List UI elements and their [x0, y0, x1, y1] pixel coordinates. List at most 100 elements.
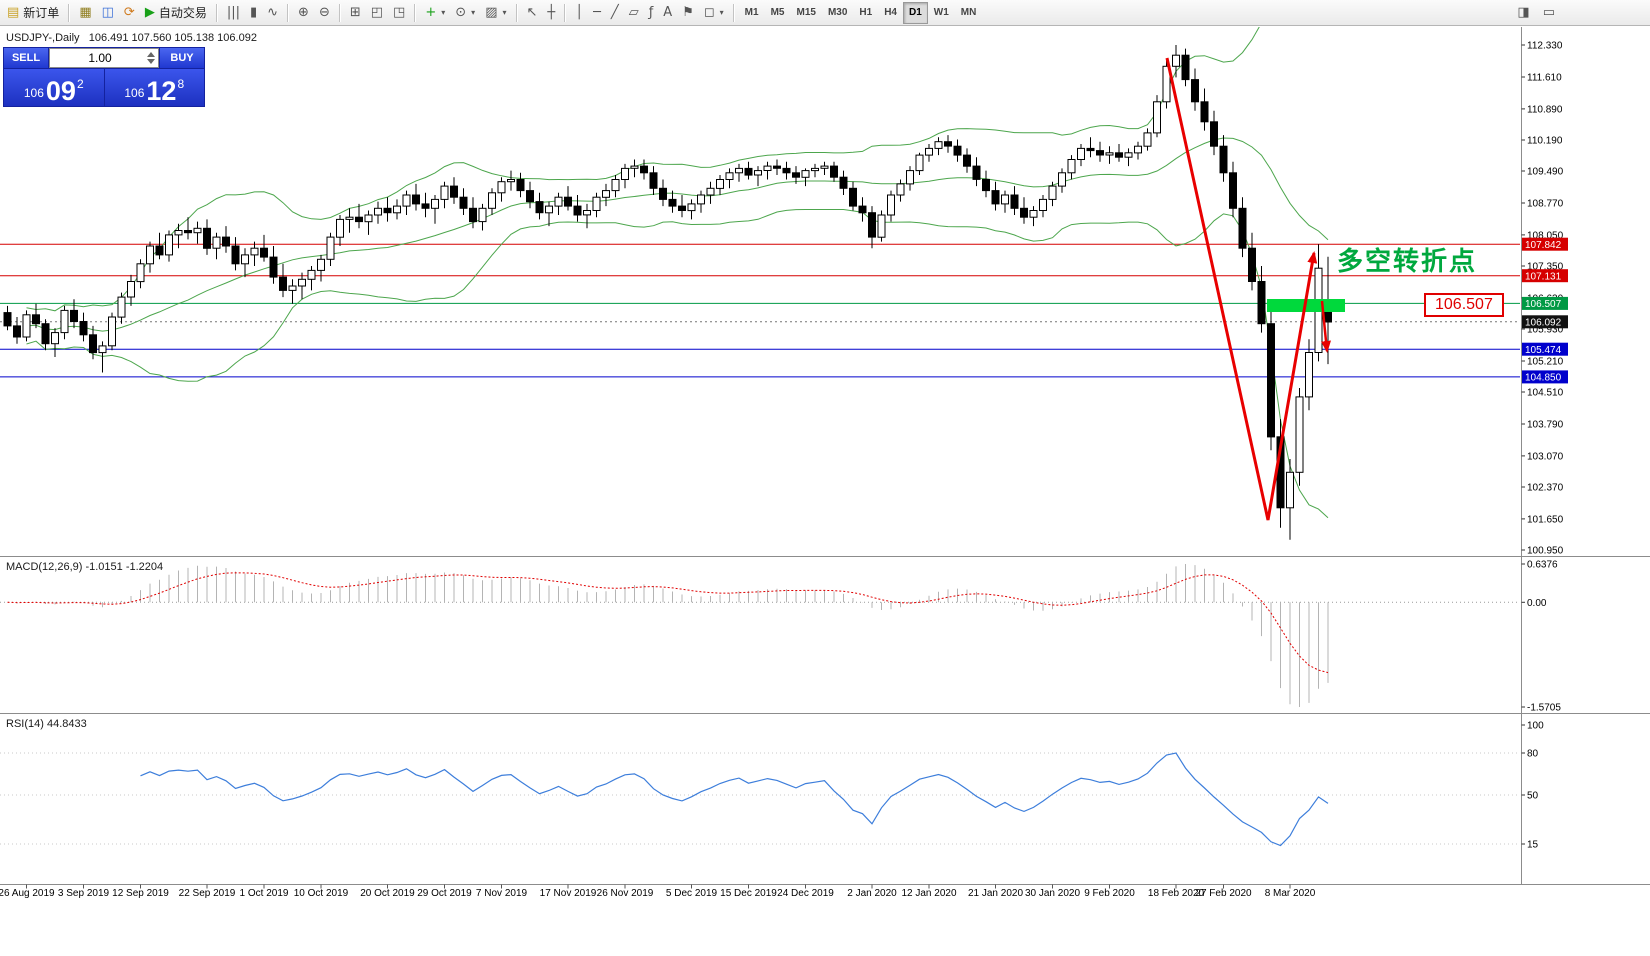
timeframe-m1-button[interactable]: M1	[744, 7, 759, 18]
crosshair-button[interactable]: ┼	[542, 1, 560, 25]
svg-text:103.790: 103.790	[1527, 420, 1564, 431]
svg-text:105.210: 105.210	[1527, 357, 1564, 368]
horizontal-level-lines[interactable]	[0, 243, 1520, 378]
candles-layer	[3, 45, 1332, 540]
zoom-out-button[interactable]: ⊖	[314, 1, 335, 25]
svg-text:110.890: 110.890	[1527, 104, 1563, 115]
toolbar-separator	[515, 3, 518, 22]
text-button[interactable]: A	[658, 1, 677, 25]
timeframe-d1-button[interactable]: D1	[902, 1, 928, 24]
svg-text:7 Nov 2019: 7 Nov 2019	[476, 888, 528, 899]
buy-button[interactable]: BUY	[160, 48, 204, 68]
buy-price-button[interactable]: 106 12 8	[104, 69, 204, 106]
horizontal-line-button[interactable]: ─	[588, 1, 606, 25]
timeframe-w1-button[interactable]: W1	[933, 7, 949, 18]
fibonacci-button[interactable]: ƒ	[644, 1, 659, 25]
price-level-tag: 107.131	[1522, 269, 1568, 283]
toolbar-separator	[414, 3, 417, 22]
toolbar-right: ◨ ▭	[1512, 1, 1648, 25]
zoom-in-button[interactable]: ⊕	[293, 1, 314, 25]
timeframe-mn-button[interactable]: MN	[960, 7, 977, 18]
svg-text:0.6376: 0.6376	[1527, 560, 1558, 571]
timeframe-m15-button[interactable]: M15	[796, 7, 816, 18]
data-refresh-icon: ⟳	[123, 5, 135, 20]
svg-text:3 Sep 2019: 3 Sep 2019	[58, 888, 110, 899]
minimize-panel-icon: ▭	[1542, 5, 1555, 20]
templates-button[interactable]: ▨ ▾	[480, 1, 511, 25]
zoom-in-icon: ⊕	[298, 5, 309, 20]
arrange-windows-icon: ◰	[370, 5, 384, 20]
autotrading-button[interactable]: ▶ 自动交易	[140, 1, 212, 25]
svg-text:111.610: 111.610	[1527, 73, 1562, 84]
sell-button[interactable]: SELL	[4, 48, 48, 68]
price-level-tag: 104.850	[1522, 370, 1568, 384]
svg-text:102.370: 102.370	[1527, 483, 1564, 494]
bar-chart-mode-button[interactable]: |||	[222, 1, 245, 25]
svg-text:103.070: 103.070	[1527, 451, 1564, 462]
svg-text:15 Dec 2019: 15 Dec 2019	[720, 888, 777, 899]
volume-decrease-button[interactable]	[147, 59, 155, 64]
arrows-tool-button[interactable]: ⚑	[677, 1, 699, 25]
timeframe-m5-button[interactable]: M5	[770, 7, 785, 18]
vertical-line-button[interactable]: │	[570, 1, 588, 25]
timeframe-h1-button[interactable]: H1	[859, 7, 873, 18]
svg-text:10 Oct 2019: 10 Oct 2019	[294, 888, 349, 899]
bollinger-bands	[26, 27, 1329, 519]
cascade-windows-button[interactable]: ◳	[388, 1, 410, 25]
timeframe-h4-button[interactable]: H4	[884, 7, 897, 18]
price-level-tag: 107.842	[1522, 237, 1568, 251]
chart-area[interactable]: 112.330 111.610 110.890 110.190 109.490 108.7…	[0, 27, 1650, 951]
sell-price-button[interactable]: 106 09 2	[4, 69, 104, 106]
volume-increase-button[interactable]	[147, 52, 155, 57]
toolbar-separator	[732, 3, 735, 22]
trendline-button[interactable]: ╱	[606, 1, 624, 25]
line-chart-mode-icon: ∿	[267, 5, 279, 20]
svg-text:27 Feb 2020: 27 Feb 2020	[1195, 888, 1252, 899]
buy-price-point: 8	[177, 77, 185, 91]
svg-text:112.330: 112.330	[1527, 41, 1563, 52]
line-chart-mode-button[interactable]: ∿	[262, 1, 283, 25]
timeframe-m30-button[interactable]: M30	[827, 7, 848, 18]
autotrading-label: 自动交易	[158, 6, 207, 20]
indicators-button[interactable]: + ▾	[420, 1, 450, 25]
periods-button[interactable]: ⊙ ▾	[450, 1, 480, 25]
turning-point-annotation: 多空转折点	[1337, 246, 1478, 276]
autotrading-icon: ▶	[144, 5, 155, 20]
svg-text:1 Oct 2019: 1 Oct 2019	[240, 888, 289, 899]
macd-label: MACD(12,26,9) -1.0151 -1.2204	[6, 561, 164, 573]
minimize-panel-button[interactable]: ▭	[1538, 1, 1560, 25]
dock-panel-button[interactable]: ◨	[1512, 1, 1534, 25]
data-refresh-button[interactable]: ⟳	[119, 1, 140, 25]
horizontal-line-icon: ─	[593, 5, 601, 20]
chart-window-button[interactable]: ▦	[74, 1, 96, 25]
price-axis[interactable]: 112.330 111.610 110.890 110.190 109.490 108.7…	[1521, 41, 1569, 557]
cascade-windows-icon: ◳	[393, 5, 406, 20]
cursor-button[interactable]: ↖	[522, 1, 543, 25]
toolbar-separator	[338, 3, 341, 22]
channel-button[interactable]: ▱	[624, 1, 644, 25]
arrange-windows-button[interactable]: ◰	[366, 1, 388, 25]
vertical-line-icon: │	[575, 5, 584, 20]
arrows-tool-icon: ⚑	[682, 5, 694, 20]
time-axis[interactable]: 26 Aug 2019 3 Sep 2019 12 Sep 2019 22 Sep 2…	[0, 884, 1316, 900]
new-order-button[interactable]: ▤ 新订单	[2, 1, 64, 25]
svg-text:24 Dec 2019: 24 Dec 2019	[777, 888, 834, 899]
svg-text:15: 15	[1527, 840, 1539, 851]
profiles-button[interactable]: ◫	[97, 1, 119, 25]
tile-windows-button[interactable]: ⊞	[345, 1, 366, 25]
chart-canvas[interactable]: 112.330 111.610 110.890 110.190 109.490 108.7…	[0, 27, 1650, 951]
templates-icon: ▨	[485, 5, 498, 20]
macd-histogram	[16, 564, 1329, 707]
svg-text:106.092: 106.092	[1525, 318, 1562, 329]
candlestick-mode-button[interactable]: ▮	[245, 1, 262, 25]
toolbar-separator	[215, 3, 218, 22]
toolbar-separator	[564, 3, 567, 22]
volume-stepper	[147, 52, 155, 64]
volume-field[interactable]: 1.00	[49, 48, 159, 68]
shapes-button[interactable]: ◻ ▾	[699, 1, 729, 25]
toolbar-separator	[287, 3, 290, 22]
trendline-icon: ╱	[610, 5, 619, 20]
trend-arrows[interactable]	[1165, 57, 1331, 521]
svg-text:0.00: 0.00	[1527, 598, 1547, 609]
svg-text:80: 80	[1527, 749, 1539, 760]
